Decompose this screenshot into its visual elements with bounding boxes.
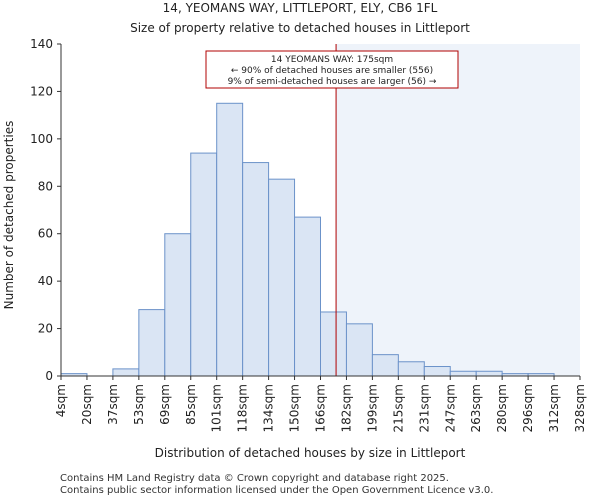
x-tick-label-101sqm: 101sqm	[210, 384, 224, 432]
x-tick-label-20sqm: 20sqm	[80, 384, 94, 425]
x-tick-label-37sqm: 37sqm	[106, 384, 120, 425]
bar-69sqm	[164, 233, 192, 377]
y-axis-label: Number of detached properties	[2, 121, 16, 310]
bar-247sqm	[449, 370, 477, 377]
x-axis: 4sqm 20sqm 37sqm 53sqm 69sqm 85sqm 101sqm 118sq…	[54, 375, 587, 432]
y-tick-label-120: 120	[30, 84, 53, 98]
annotation-line-3: 9% of semi-detached houses are larger (5…	[228, 77, 437, 87]
bar-150sqm	[294, 216, 321, 377]
y-tick-label-100: 100	[30, 132, 53, 146]
bar-85sqm	[190, 152, 218, 377]
y-tick-label-140: 140	[30, 37, 53, 51]
x-tick-label-231sqm: 231sqm	[417, 384, 431, 432]
x-tick-label-263sqm: 263sqm	[469, 384, 483, 432]
bar-101sqm	[216, 102, 244, 377]
x-tick-label-312sqm: 312sqm	[547, 384, 561, 432]
bar-231sqm	[423, 366, 451, 377]
bar-182sqm	[345, 323, 373, 377]
y-tick-label-0: 0	[45, 369, 53, 383]
y-tick-label-40: 40	[38, 274, 53, 288]
annotation-border	[205, 50, 459, 89]
larger-region-shade	[336, 44, 580, 376]
x-tick-label-69sqm: 69sqm	[158, 384, 172, 425]
bar-166sqm	[320, 311, 347, 377]
chart-title: 14, YEOMANS WAY, LITTLEPORT, ELY, CB6 1F…	[163, 1, 438, 15]
y-tick-label-80: 80	[38, 179, 53, 193]
bars-group	[60, 44, 555, 377]
bar-118sqm	[242, 162, 270, 377]
annotation-line-1: 14 YEOMANS WAY: 175sqm	[271, 55, 393, 65]
y-tick-label-20: 20	[38, 322, 53, 336]
annotation-line-2: ← 90% of detached houses are smaller (55…	[231, 66, 433, 76]
y-axis: 0 20 40 60 80 100 120 140	[30, 37, 62, 383]
y-tick-label-60: 60	[38, 227, 53, 241]
x-tick-label-118sqm: 118sqm	[236, 384, 250, 432]
x-tick-label-182sqm: 182sqm	[339, 384, 353, 432]
bar-134sqm	[268, 178, 296, 377]
x-tick-label-166sqm: 166sqm	[314, 384, 328, 432]
bar-263sqm	[475, 370, 503, 377]
x-tick-label-280sqm: 280sqm	[495, 384, 509, 432]
bar-215sqm	[397, 361, 425, 377]
annotation-box: 14 YEOMANS WAY: 175sqm← 90% of detached …	[205, 50, 459, 89]
footer-licence: Contains public sector information licen…	[60, 485, 494, 496]
chart-subtitle: Size of property relative to detached ho…	[130, 21, 470, 35]
x-tick-label-150sqm: 150sqm	[288, 384, 302, 432]
x-tick-label-215sqm: 215sqm	[391, 384, 405, 432]
x-axis-label: Distribution of detached houses by size …	[155, 446, 466, 460]
bar-199sqm	[371, 354, 399, 377]
x-tick-label-247sqm: 247sqm	[443, 384, 457, 432]
x-tick-label-199sqm: 199sqm	[365, 384, 379, 432]
x-tick-label-53sqm: 53sqm	[132, 384, 146, 425]
bar-37sqm	[112, 368, 140, 377]
x-tick-label-85sqm: 85sqm	[184, 384, 198, 425]
x-tick-label-328sqm: 328sqm	[573, 384, 587, 432]
bar-53sqm	[138, 309, 166, 377]
x-tick-label-296sqm: 296sqm	[521, 384, 535, 432]
x-tick-label-4sqm: 4sqm	[54, 384, 68, 417]
footer-copyright: Contains HM Land Registry data © Crown c…	[60, 473, 449, 484]
x-tick-label-134sqm: 134sqm	[262, 384, 276, 432]
